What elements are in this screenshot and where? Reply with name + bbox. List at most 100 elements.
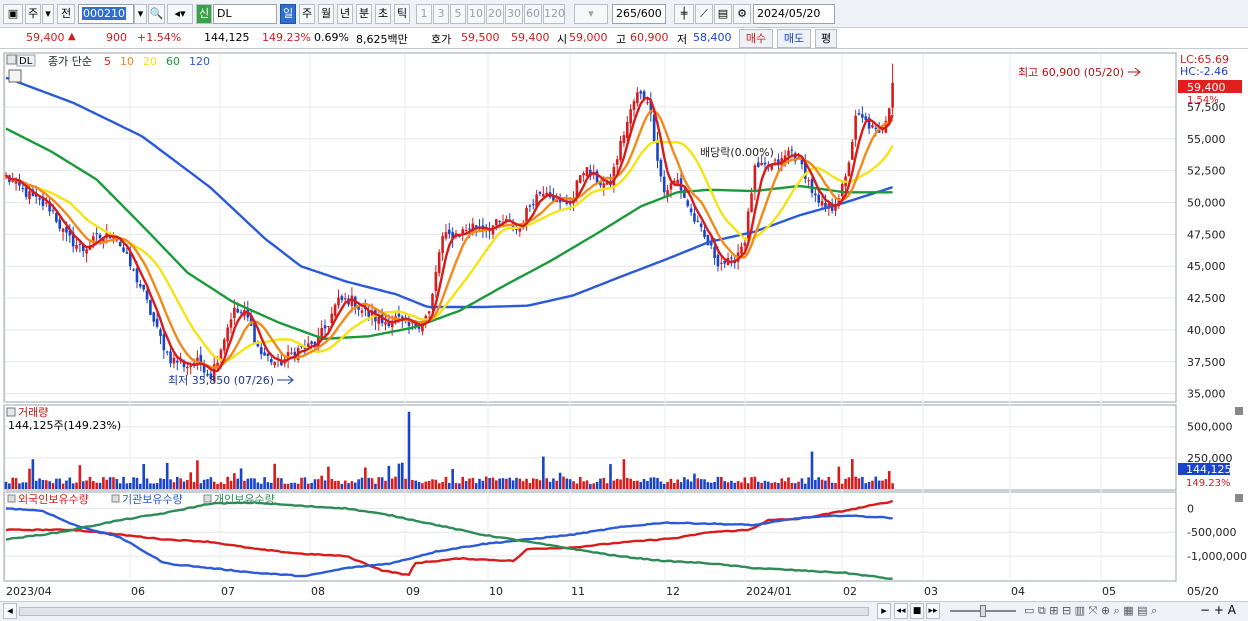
interval-tab-120[interactable]: 120 [543,4,565,24]
price-panel [3,52,1177,403]
holdings-close-icon[interactable] [1235,494,1243,502]
candle-body [337,297,340,306]
candle-body [132,269,135,271]
search-icon[interactable]: 🔍 [148,4,165,24]
candle-body [38,198,41,200]
volume-bar [884,479,888,489]
period-tab-5[interactable]: 초 [375,4,391,24]
candle-body [310,341,313,344]
speaker-icon[interactable]: ◂▾ [167,4,193,24]
volume-bar [58,478,62,489]
candle-type-icon[interactable]: ╪ [674,4,694,24]
volume-bar [773,482,777,489]
candle-body [649,99,653,114]
volume-bar [182,481,186,489]
period-tab-3[interactable]: 년 [337,4,353,24]
volume-bar [474,483,478,489]
volume-menu-icon[interactable] [6,407,16,417]
price-y-tick: 40,000 [1187,324,1226,337]
candle-body [199,355,203,363]
scroll-right-icon[interactable]: ▸ [877,603,891,619]
zoom-controls[interactable]: − + A [1200,603,1236,617]
volume-bar [575,483,579,489]
interval-tab-60[interactable]: 60 [524,4,542,24]
period-tab-6[interactable]: 틱 [394,4,410,24]
play-icon[interactable]: ▸▸ [926,603,940,619]
volume-bar [565,478,569,489]
market-dropdown-icon[interactable]: ▾ [42,4,54,24]
candle-body [713,246,716,259]
line-tool-icon[interactable]: ⟋ [695,4,713,24]
candle-body [270,359,273,363]
interval-tab-3[interactable]: 3 [433,4,449,24]
candle-body [495,219,498,226]
candle-body [206,373,209,376]
sell-button[interactable]: 매도 [777,29,811,48]
volume-bar [266,482,270,489]
period-tab-1[interactable]: 주 [299,4,315,24]
chart-area[interactable]: 57,500 55,000 52,500 50,000 47,500 45,000 42,5… [0,50,1248,603]
candle-body [871,125,874,128]
volume-bar [51,483,55,489]
period-tab-2[interactable]: 월 [318,4,334,24]
volume-bar [615,478,619,489]
stock-name-field[interactable]: DL [213,4,277,24]
window-icon[interactable]: ▣ [3,4,23,24]
volume-bar [743,477,747,489]
scrollbar-track[interactable] [19,607,869,616]
volume-bar [840,483,844,489]
buy-button[interactable]: 매수 [739,29,773,48]
volume-bar [498,478,501,489]
panel-menu-icon[interactable] [6,54,17,65]
candle-body [421,322,424,332]
volume-bar [384,480,387,489]
scroll-left-icon[interactable]: ◂ [3,603,17,619]
volume-bar [38,478,41,489]
interval-tab-5[interactable]: 5 [450,4,466,24]
date-field[interactable]: 2024/05/20 ▦ [753,4,835,38]
count-field[interactable]: 265/600 [612,4,666,24]
candle-body [182,360,186,367]
market-tag[interactable]: 주 [25,4,41,24]
prev-tag[interactable]: 전 [57,4,75,24]
price-y-tick: 35,000 [1187,388,1226,401]
gear-icon[interactable]: ⚙ [733,4,751,24]
volume-bar [424,481,428,489]
table-icon[interactable] [8,69,22,83]
interval-tab-10[interactable]: 10 [467,4,485,24]
save-icon[interactable]: ▤ [714,4,732,24]
candle-body [350,295,354,307]
candle-body [55,212,58,222]
period-tab-0[interactable]: 일 [280,4,296,24]
candle-body [239,311,243,313]
candle-body [639,91,643,94]
rewind-icon[interactable]: ◂◂ [894,603,908,619]
volume-bar [259,483,263,489]
candle-body [605,180,609,185]
volume-close-icon[interactable] [1235,407,1243,415]
volume-bar [350,481,354,489]
volume-bar [229,480,233,489]
volume-ratio: 149.23% [262,31,311,44]
volume-bar [461,476,465,489]
period-tab-4[interactable]: 분 [356,4,372,24]
candle-body [51,210,55,212]
interval-tab-20[interactable]: 20 [486,4,504,24]
interval-tab-30[interactable]: 30 [505,4,523,24]
volume-bar [115,478,119,489]
ma10-line [5,109,894,369]
interval-tab-1[interactable]: 1 [416,4,432,24]
stock-chart[interactable]: 57,500 55,000 52,500 50,000 47,500 45,000 42,5… [0,50,1248,603]
code-dropdown-icon[interactable]: ▾ [134,4,147,24]
candle-body [730,257,733,259]
candle-body [595,171,599,184]
stock-code-input[interactable]: 000210 [78,4,134,24]
zoom-slider-thumb[interactable] [980,605,986,617]
eval-button[interactable]: 평 [815,29,837,48]
interval-dropdown[interactable]: ▾ [574,4,608,24]
volume-bar [649,477,653,489]
stop-icon[interactable]: ■ [910,603,924,619]
layout-icons[interactable]: ▭ ⧉ ⊞ ⊟ ▥ ⤧ ⊕ ⌕ ▦ ▤ ⌕ [1024,604,1158,617]
candle-body [461,229,465,235]
volume-bar [78,465,82,489]
